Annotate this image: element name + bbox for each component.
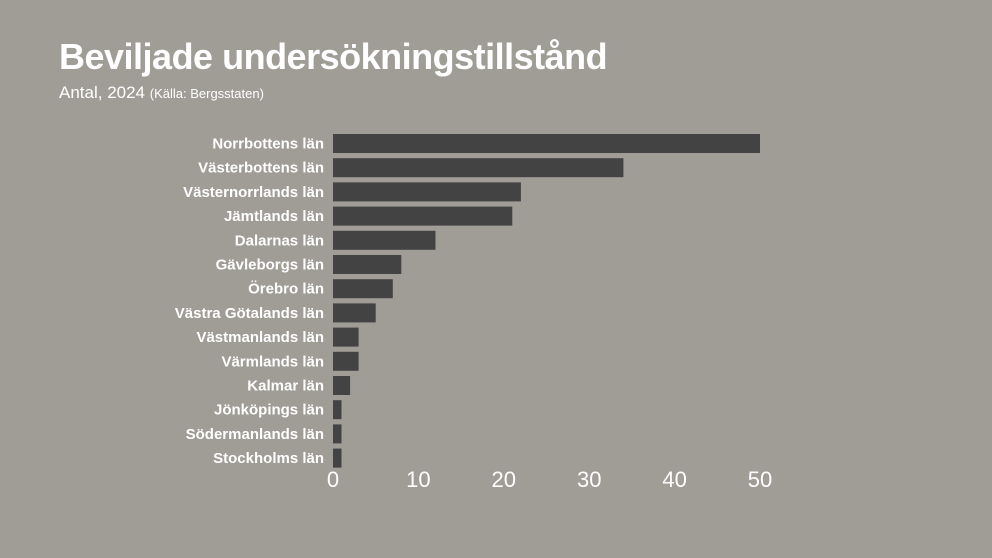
category-label: Västerbottens län: [198, 160, 324, 177]
bar-4: [333, 206, 513, 226]
x-tick-label: 50: [748, 467, 772, 492]
bar-12: [333, 400, 342, 420]
x-tick-label: 10: [406, 467, 430, 492]
category-label: Värmlands län: [221, 353, 324, 370]
category-label: Örebro län: [248, 281, 324, 298]
category-label: Gävleborgs län: [216, 257, 324, 274]
bar-10: [333, 351, 359, 371]
bar-3: [333, 182, 521, 202]
x-tick-label: 30: [577, 467, 601, 492]
category-label: Västernorrlands län: [183, 184, 324, 201]
bar-8: [333, 303, 376, 323]
chart-subtitle: Antal, 2024 (Källa: Bergsstaten): [59, 83, 264, 103]
category-label: Dalarnas län: [235, 232, 324, 249]
bar-7: [333, 279, 393, 299]
bar-11: [333, 376, 351, 395]
chart-title: Beviljade undersökningstillstånd: [59, 36, 608, 77]
source-note: (Källa: Bergsstaten): [149, 86, 264, 101]
category-label: Västra Götalands län: [175, 305, 324, 322]
x-tick-label: 20: [492, 467, 516, 492]
subtitle-text: Antal, 2024: [59, 83, 146, 102]
category-label: Västmanlands län: [196, 329, 324, 346]
bar-6: [333, 255, 402, 274]
category-label: Norrbottens län: [212, 136, 324, 153]
bar-5: [333, 230, 436, 250]
x-axis-ticks: 0 10 20 30 40 50: [327, 467, 772, 492]
bar-9: [333, 327, 359, 347]
x-tick-label: 0: [327, 467, 339, 492]
x-tick-label: 40: [662, 467, 686, 492]
category-label: Stockholms län: [213, 450, 324, 467]
bar-14: [333, 448, 342, 468]
category-label: Södermanlands län: [186, 426, 324, 443]
category-label: Jämtlands län: [224, 208, 324, 225]
bars-group: [333, 134, 760, 468]
bar-1: [333, 134, 760, 153]
bar-13: [333, 424, 342, 444]
category-label: Jönköpings län: [214, 402, 324, 419]
category-label: Kalmar län: [247, 378, 324, 395]
bar-2: [333, 158, 624, 178]
category-labels: Norrbottens län Västerbottens län Västerno…: [175, 136, 324, 468]
